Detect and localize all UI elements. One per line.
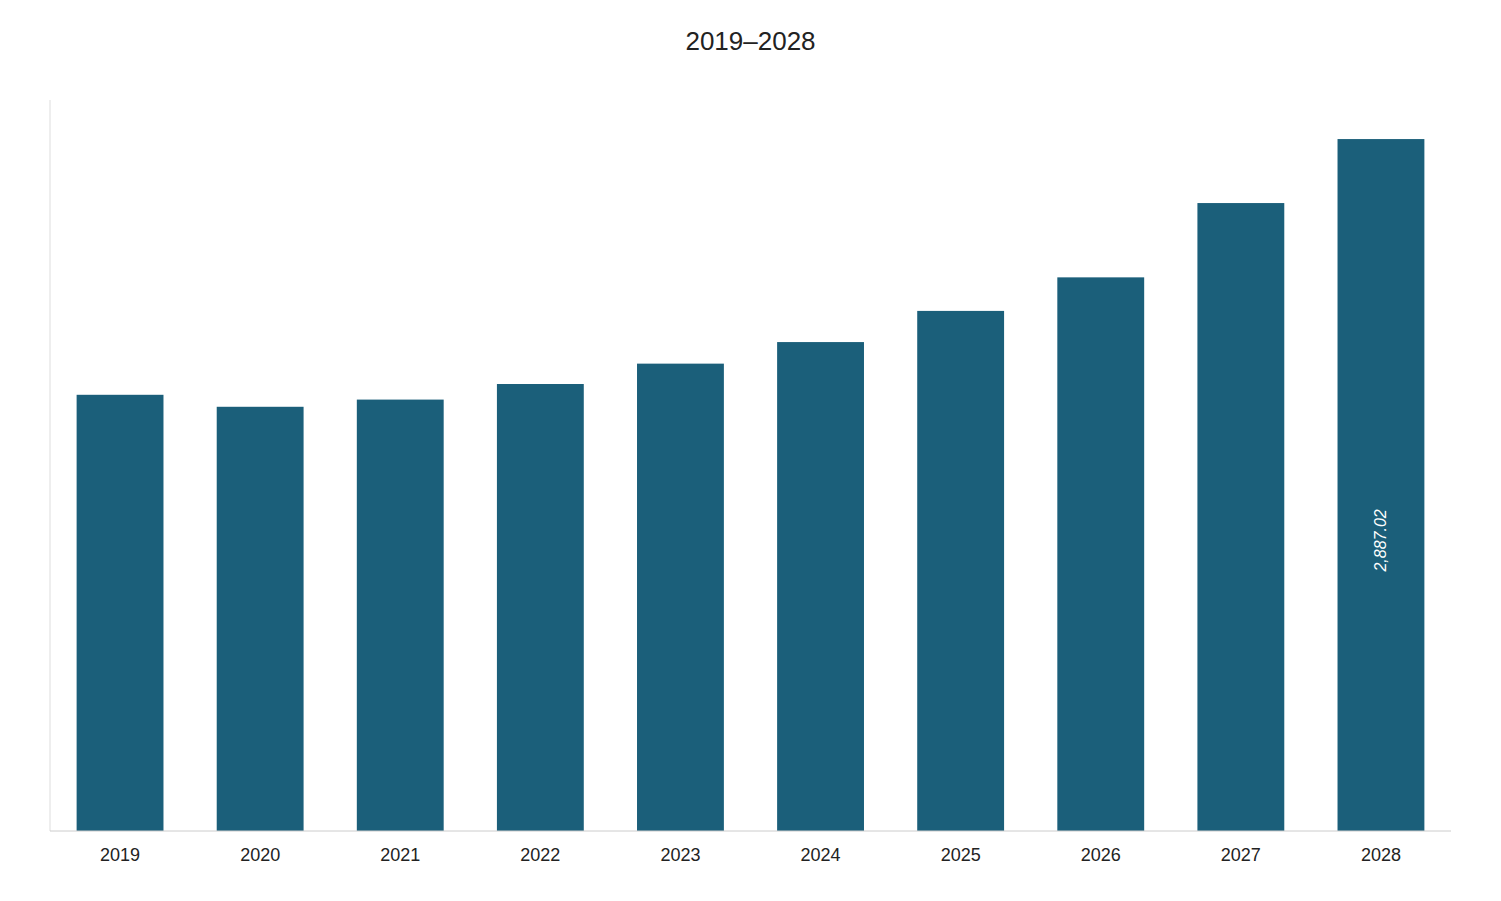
- bar: [217, 407, 304, 831]
- chart-container: 2019–2028 2019 2020 2021 2022 2023 2024 2025 202…: [0, 0, 1501, 901]
- bar: [917, 311, 1004, 831]
- x-tick-label: 2025: [941, 845, 981, 865]
- x-tick-label: 2020: [240, 845, 280, 865]
- x-tick-label: 2022: [520, 845, 560, 865]
- data-label: 2,887.02: [1372, 509, 1389, 572]
- x-tick-label: 2023: [660, 845, 700, 865]
- x-tick-label: 2026: [1081, 845, 1121, 865]
- y-axis-line: [50, 100, 51, 831]
- x-tick-label: 2019: [100, 845, 140, 865]
- bar: [1197, 203, 1284, 831]
- x-tick-label: 2021: [380, 845, 420, 865]
- x-axis-line: [50, 831, 1451, 832]
- chart-svg: 2019–2028 2019 2020 2021 2022 2023 2024 2025 202…: [0, 0, 1501, 901]
- bar: [1338, 139, 1425, 831]
- x-tick-label: 2028: [1361, 845, 1401, 865]
- bar: [77, 395, 164, 831]
- background: [0, 0, 1501, 901]
- x-tick-label: 2027: [1221, 845, 1261, 865]
- x-tick-label: 2024: [801, 845, 841, 865]
- bar: [637, 364, 724, 831]
- bar: [357, 400, 444, 831]
- bar: [1057, 277, 1144, 831]
- bars: [77, 139, 1425, 831]
- title: 2019–2028: [685, 26, 815, 56]
- bar: [777, 342, 864, 831]
- bar: [497, 384, 584, 831]
